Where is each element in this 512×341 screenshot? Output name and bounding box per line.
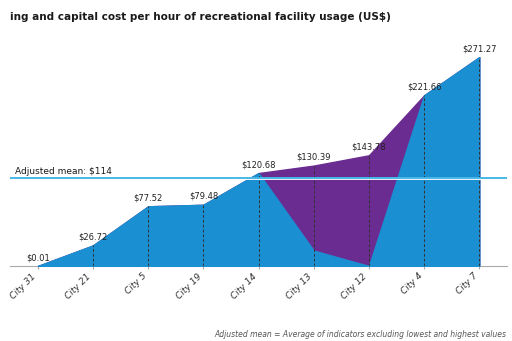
Text: Adjusted mean = Average of indicators excluding lowest and highest values: Adjusted mean = Average of indicators ex… [215, 330, 507, 339]
Text: ing and capital cost per hour of recreational facility usage (US$): ing and capital cost per hour of recreat… [10, 12, 391, 23]
Text: $143.78: $143.78 [352, 143, 386, 151]
Text: $77.52: $77.52 [134, 193, 163, 203]
Text: Adjusted mean: $114: Adjusted mean: $114 [15, 167, 112, 176]
Text: $0.01: $0.01 [26, 253, 50, 262]
Text: $221.66: $221.66 [407, 83, 441, 91]
Text: $79.48: $79.48 [189, 192, 218, 201]
Text: $26.72: $26.72 [78, 233, 108, 241]
Text: $130.39: $130.39 [296, 153, 331, 162]
Text: $120.68: $120.68 [241, 160, 276, 169]
Text: $271.27: $271.27 [462, 44, 497, 53]
